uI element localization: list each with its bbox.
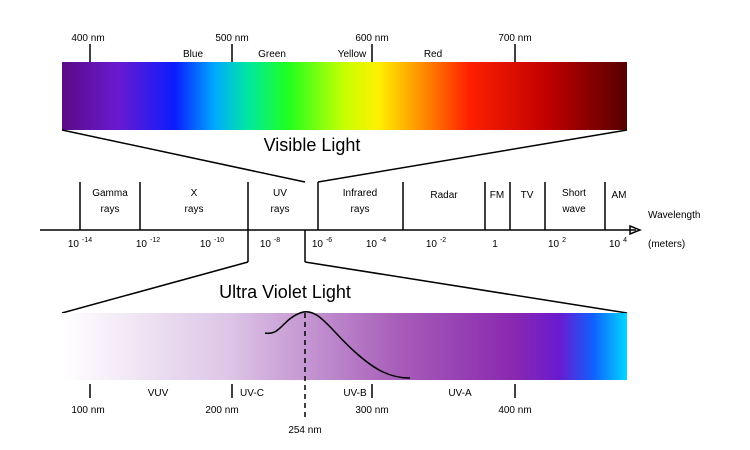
- axis-unit: (meters): [648, 239, 685, 250]
- band-label: X: [191, 188, 198, 199]
- band-label: wave: [561, 204, 586, 215]
- band-label: UV: [273, 188, 287, 199]
- band-label: TV: [521, 190, 534, 201]
- axis-label: Wavelength: [648, 210, 700, 221]
- scale-exponent: -10: [214, 237, 224, 244]
- scale-label: 10 -4: [366, 237, 386, 250]
- zoom-line: [304, 261, 628, 314]
- tick-label: 200 nm: [205, 405, 238, 416]
- band-label: Radar: [430, 190, 458, 201]
- band-label: Short: [562, 188, 586, 199]
- color-label: Blue: [183, 49, 203, 60]
- tick-label: 300 nm: [355, 405, 388, 416]
- band-label: rays: [351, 204, 370, 215]
- tick-label: 600 nm: [355, 33, 388, 44]
- scale-exponent: -2: [440, 237, 446, 244]
- uv-bar: [62, 313, 627, 380]
- scale-base: 10: [260, 239, 272, 250]
- band-label: rays: [101, 204, 120, 215]
- scale-base: 10: [548, 239, 560, 250]
- color-label: Green: [258, 49, 286, 60]
- color-label: Red: [424, 49, 442, 60]
- color-label: Yellow: [338, 49, 367, 60]
- tick-label: 400 nm: [71, 33, 104, 44]
- scale-exponent: -8: [274, 237, 280, 244]
- scale: 10 -14 10 -12 10 -10 10 -8 10 -6 10 -4 10 -2 1 10 2 10 4: [68, 237, 627, 250]
- marker-label: 254 nm: [288, 425, 321, 436]
- tick-label: 100 nm: [71, 405, 104, 416]
- scale-exponent: 2: [562, 237, 566, 244]
- visible-title: Visible Light: [264, 135, 361, 155]
- band-label: Infrared: [343, 188, 377, 199]
- zoom-line: [61, 261, 249, 314]
- tick-label: 700 nm: [498, 33, 531, 44]
- scale-exponent: -4: [380, 237, 386, 244]
- zoom-line: [317, 129, 628, 183]
- visible-bar: [62, 62, 627, 130]
- scale-exponent: -14: [82, 237, 92, 244]
- scale-base: 10: [609, 239, 621, 250]
- scale-base: 10: [68, 239, 80, 250]
- tick-label: 400 nm: [498, 405, 531, 416]
- scale-base: 10: [312, 239, 324, 250]
- scale-label: 10 -8: [260, 237, 280, 250]
- axis-arrow: [629, 224, 643, 236]
- zoom-line: [61, 129, 306, 183]
- region-label: UV-A: [448, 388, 472, 399]
- absorption-curve: [264, 311, 411, 379]
- scale-base: 10: [136, 239, 148, 250]
- scale-label: 10 -12: [136, 237, 160, 250]
- uv-title: Ultra Violet Light: [219, 282, 351, 302]
- region-label: UV-C: [240, 388, 264, 399]
- region-label: UV-B: [343, 388, 367, 399]
- scale-base: 10: [366, 239, 378, 250]
- scale-label: 10 -2: [426, 237, 446, 250]
- band-label: rays: [271, 204, 290, 215]
- band-label: FM: [490, 190, 504, 201]
- band-label: Gamma: [92, 188, 128, 199]
- scale-label: 10 4: [609, 237, 627, 250]
- scale-base: 10: [200, 239, 212, 250]
- region-label: VUV: [148, 388, 169, 399]
- scale-label: 10 -6: [312, 237, 332, 250]
- separators: [79, 182, 606, 230]
- scale-label: 10 2: [548, 237, 566, 250]
- scale-base: 10: [426, 239, 438, 250]
- band-label: AM: [612, 190, 627, 201]
- scale-label: 1: [492, 239, 498, 250]
- band-label: rays: [185, 204, 204, 215]
- scale-exponent: -6: [326, 237, 332, 244]
- scale-exponent: 4: [623, 237, 627, 244]
- scale-base: 1: [492, 239, 498, 250]
- scale-label: 10 -14: [68, 237, 92, 250]
- scale-exponent: -12: [150, 237, 160, 244]
- tick-label: 500 nm: [215, 33, 248, 44]
- scale-label: 10 -10: [200, 237, 224, 250]
